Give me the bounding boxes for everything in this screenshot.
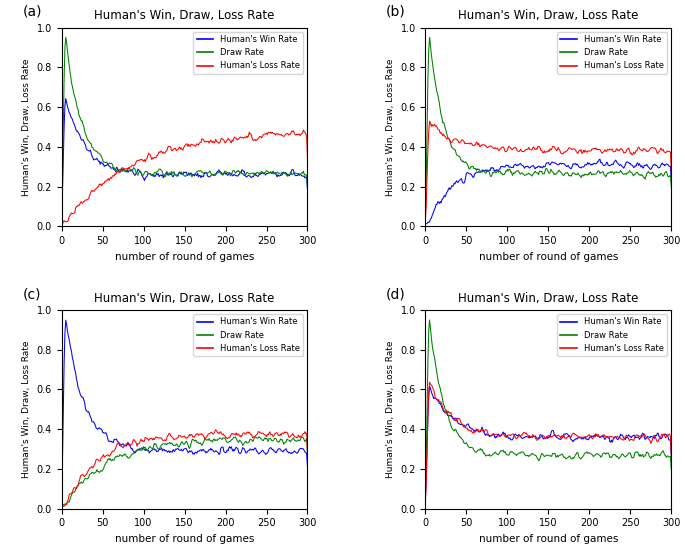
Title: Human's Win, Draw, Loss Rate: Human's Win, Draw, Loss Rate	[95, 9, 275, 22]
Title: Human's Win, Draw, Loss Rate: Human's Win, Draw, Loss Rate	[458, 9, 638, 22]
Y-axis label: Human's Win, Draw, Loss Rate: Human's Win, Draw, Loss Rate	[386, 341, 395, 478]
Legend: Human's Win Rate, Draw Rate, Human's Loss Rate: Human's Win Rate, Draw Rate, Human's Los…	[193, 314, 303, 356]
Legend: Human's Win Rate, Draw Rate, Human's Loss Rate: Human's Win Rate, Draw Rate, Human's Los…	[557, 314, 667, 356]
Text: (c): (c)	[23, 287, 41, 301]
X-axis label: number of round of games: number of round of games	[115, 252, 254, 262]
X-axis label: number of round of games: number of round of games	[479, 252, 618, 262]
X-axis label: number of round of games: number of round of games	[479, 534, 618, 544]
Y-axis label: Human's Win, Draw, Loss Rate: Human's Win, Draw, Loss Rate	[386, 58, 395, 196]
Text: (b): (b)	[386, 5, 406, 19]
Title: Human's Win, Draw, Loss Rate: Human's Win, Draw, Loss Rate	[458, 291, 638, 305]
Legend: Human's Win Rate, Draw Rate, Human's Loss Rate: Human's Win Rate, Draw Rate, Human's Los…	[193, 32, 303, 74]
Title: Human's Win, Draw, Loss Rate: Human's Win, Draw, Loss Rate	[95, 291, 275, 305]
Y-axis label: Human's Win, Draw, Loss Rate: Human's Win, Draw, Loss Rate	[22, 58, 31, 196]
Text: (d): (d)	[386, 287, 406, 301]
Legend: Human's Win Rate, Draw Rate, Human's Loss Rate: Human's Win Rate, Draw Rate, Human's Los…	[557, 32, 667, 74]
Text: (a): (a)	[23, 5, 42, 19]
X-axis label: number of round of games: number of round of games	[115, 534, 254, 544]
Y-axis label: Human's Win, Draw, Loss Rate: Human's Win, Draw, Loss Rate	[22, 341, 31, 478]
